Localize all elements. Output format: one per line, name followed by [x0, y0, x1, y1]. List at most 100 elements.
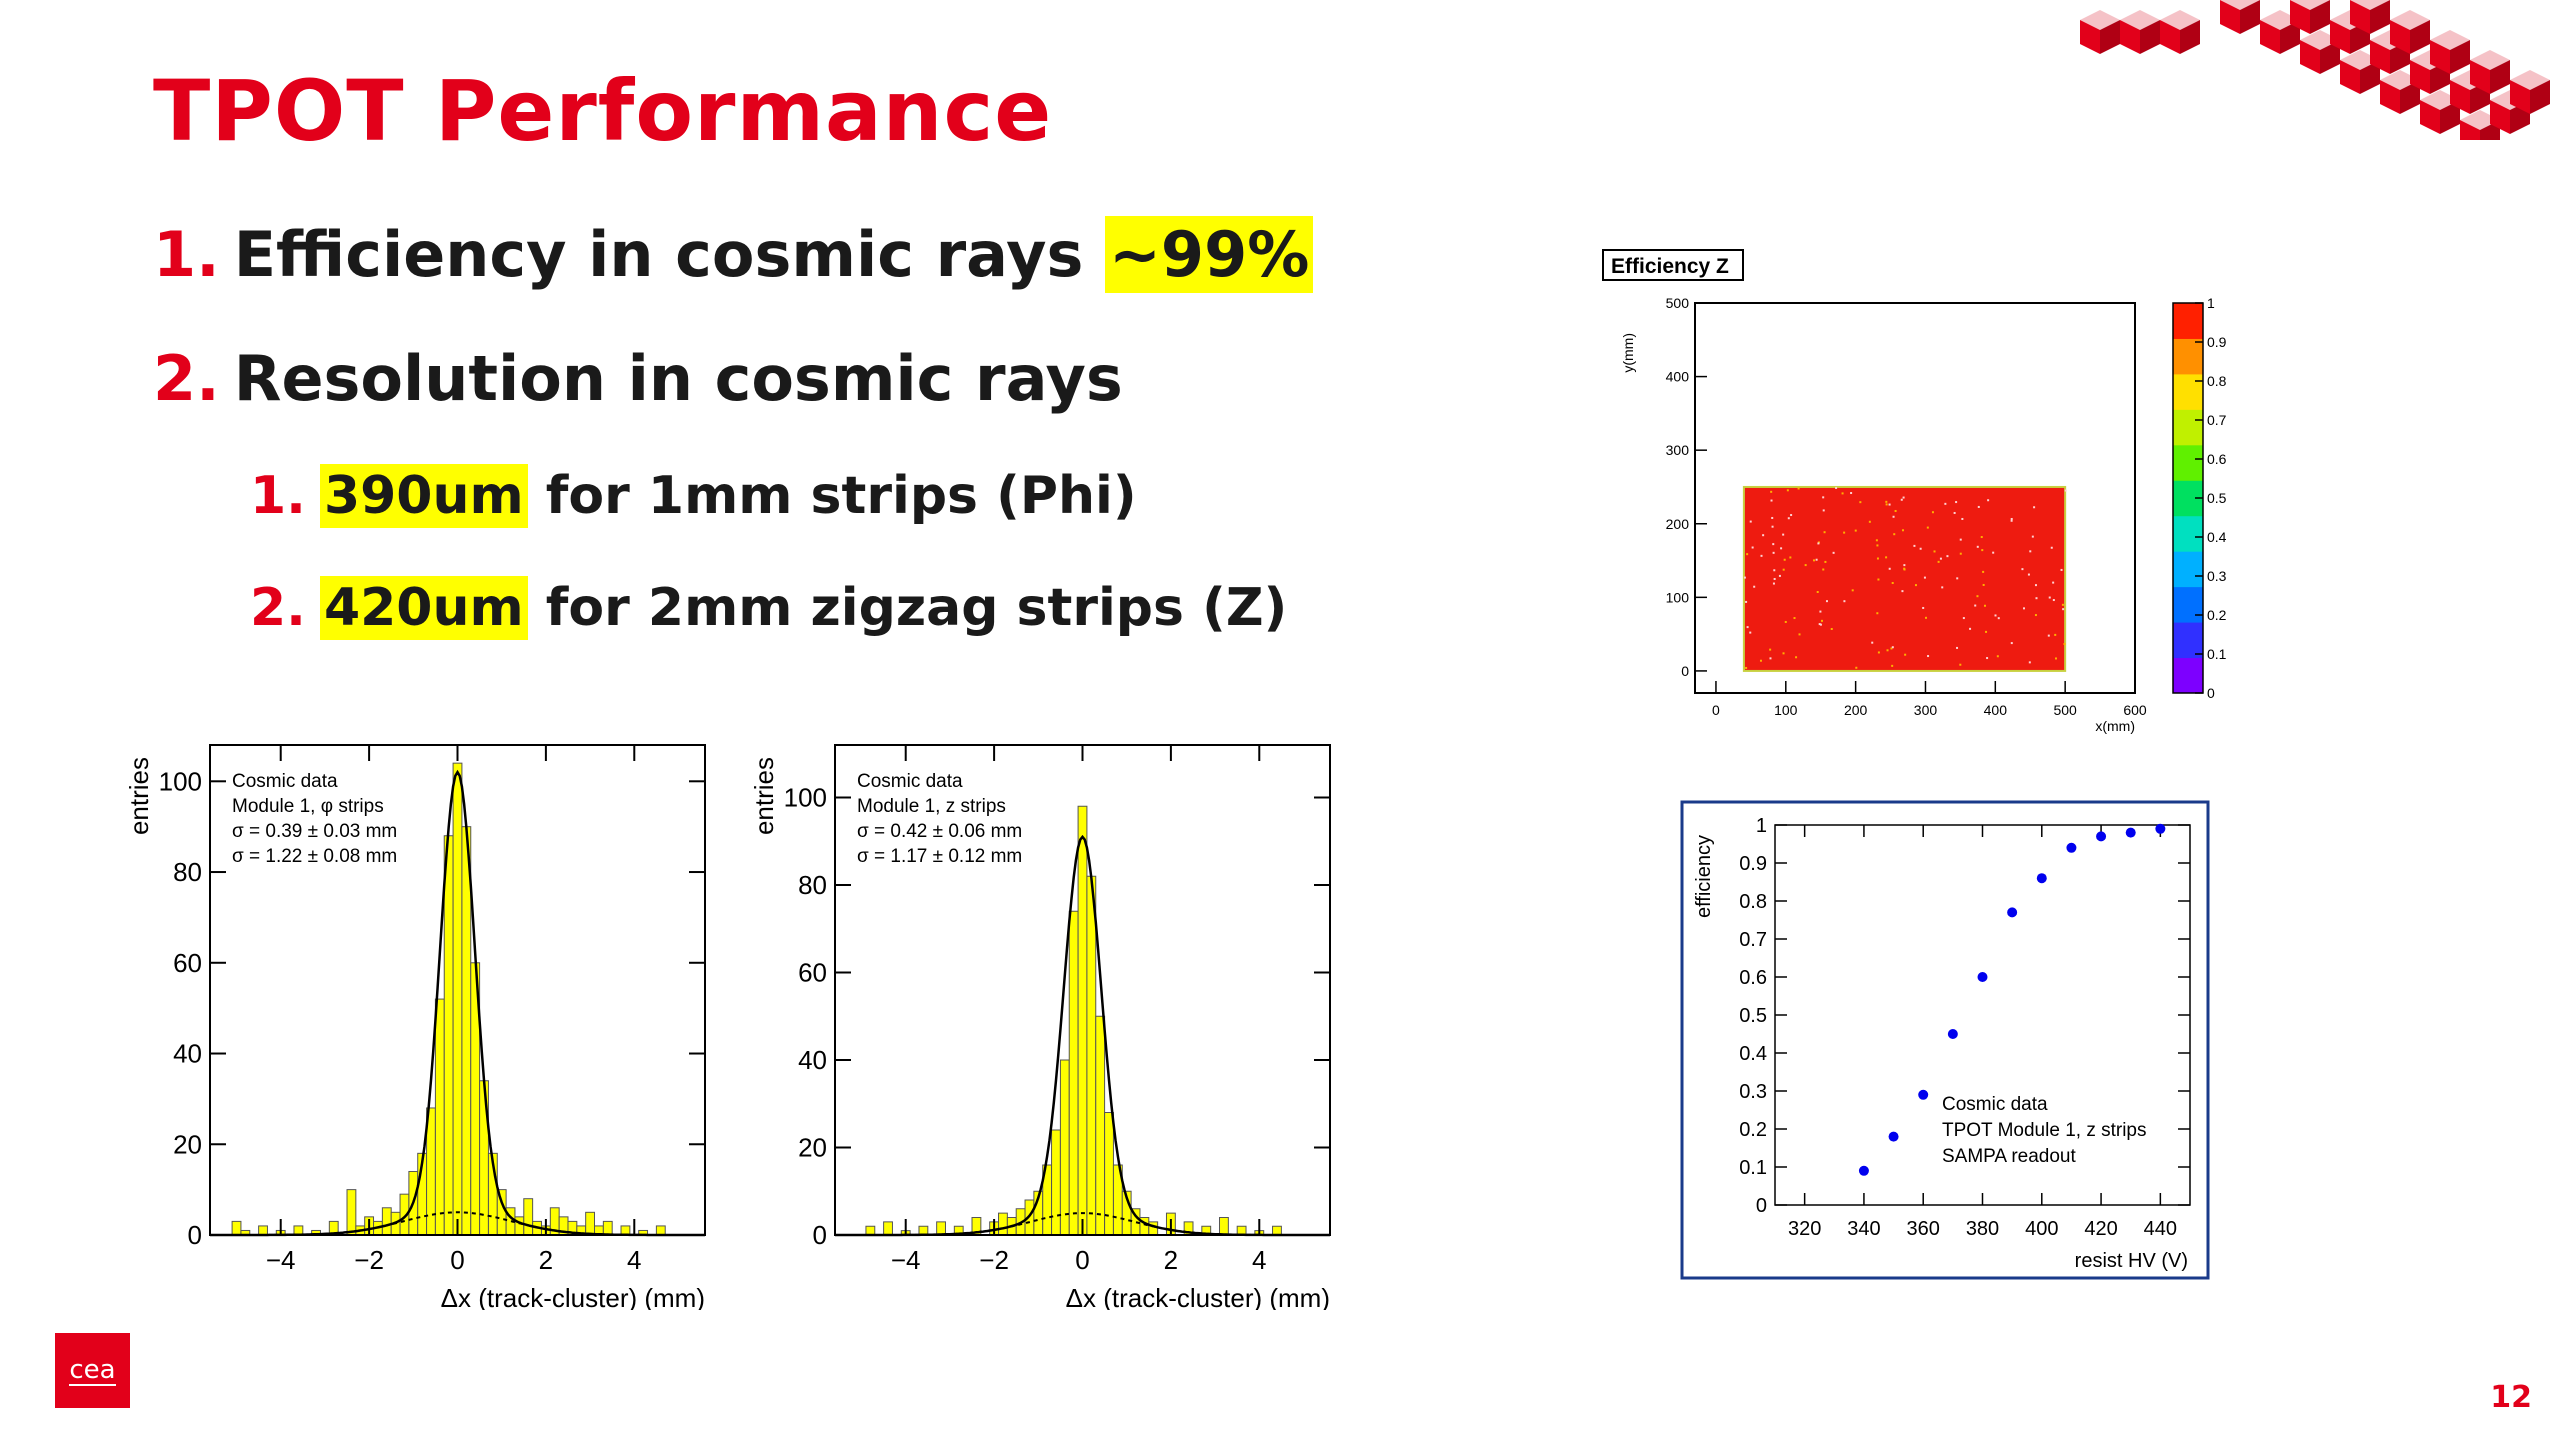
legend-text: TPOT Module 1, z strips: [1942, 1120, 2147, 1141]
speckle: [1891, 664, 1894, 667]
y-tick-label: 0: [188, 1220, 202, 1250]
speckle: [1890, 647, 1893, 650]
speckle: [1953, 511, 1956, 514]
x-axis-label: Δx (track-cluster) (mm): [1066, 1283, 1330, 1310]
y-tick-label: 100: [1666, 589, 1690, 605]
y-tick-label: 400: [1666, 369, 1690, 385]
speckle: [1996, 655, 1999, 658]
speckle: [1759, 659, 1762, 662]
data-point: [1858, 1165, 1869, 1176]
data-point: [1977, 972, 1988, 982]
page-title: TPOT Performance: [153, 62, 1053, 160]
y-tick-label: 0.8: [1739, 891, 1767, 913]
x-tick-label: 4: [1252, 1245, 1266, 1275]
cube-left: [2490, 100, 2510, 134]
speckle: [1982, 570, 1985, 573]
x-tick-label: 400: [2025, 1218, 2058, 1240]
speckle: [1868, 520, 1871, 523]
speckle: [1778, 574, 1781, 577]
speckle: [1985, 630, 1988, 633]
speckle: [1751, 546, 1754, 549]
bullet-text: Efficiency in cosmic rays: [233, 218, 1105, 291]
y-tick-label: 0: [1756, 1195, 1767, 1217]
cube-top: [2290, 0, 2330, 10]
speckle: [1901, 590, 1904, 593]
speckle: [1901, 529, 1904, 532]
cube-right: [2530, 80, 2550, 114]
colorbar-segment: [2173, 657, 2203, 694]
speckle: [2047, 634, 2050, 637]
speckle: [2034, 584, 2037, 587]
y-tick-label: 0.7: [1739, 929, 1767, 951]
x-tick-label: 300: [1914, 702, 1938, 718]
y-tick-label: 500: [1666, 295, 1690, 311]
data-point: [1918, 1089, 1929, 1100]
speckle: [1804, 564, 1807, 567]
speckle: [1977, 505, 1980, 508]
speckle: [1980, 536, 1983, 539]
speckle: [1822, 509, 1825, 512]
highlight-z-value: 420um: [319, 576, 528, 640]
data-point: [2096, 831, 2107, 842]
speckle: [1939, 557, 1942, 560]
speckle: [1787, 517, 1790, 520]
speckle: [1976, 595, 1979, 598]
speckle: [1876, 557, 1879, 560]
speckle: [1817, 542, 1820, 545]
z-resolution-chart: 0 20 40 60 80 100 −4 −2 0 2 4 Δx (track-cluster) (m…: [749, 744, 1331, 1310]
speckle: [1782, 568, 1785, 571]
speckle: [1816, 591, 1819, 594]
speckle: [1984, 604, 1987, 607]
bullet-number: 2.: [153, 342, 220, 415]
speckle: [1823, 531, 1826, 534]
sub-bullet-text: for 2mm zigzag strips (Z): [527, 578, 1288, 638]
speckle: [2064, 489, 2067, 492]
speckle: [1962, 617, 1965, 620]
x-tick-label: 340: [1847, 1218, 1880, 1240]
colorbar-segment: [2173, 586, 2203, 623]
speckle: [2052, 581, 2055, 584]
speckle: [1877, 578, 1880, 581]
y-tick-label: 80: [798, 870, 827, 900]
speckle: [1903, 564, 1906, 567]
speckle: [1855, 666, 1858, 669]
colorbar-tick-label: 0.7: [2207, 412, 2227, 428]
y-tick-label: 0.9: [1739, 853, 1767, 875]
histogram-bar: [1148, 1221, 1159, 1236]
speckle: [1819, 623, 1822, 626]
cube-left: [2450, 80, 2470, 114]
x-tick-label: 100: [1774, 702, 1798, 718]
speckle: [1941, 586, 1944, 589]
speckle: [1821, 619, 1824, 622]
speckle: [1956, 577, 1959, 580]
sub-bullet-number: 2.: [250, 578, 306, 638]
speckle: [1784, 620, 1787, 623]
x-tick-label: 420: [2084, 1218, 2117, 1240]
highlight-efficiency-value: ~99%: [1104, 216, 1314, 293]
speckle: [1981, 549, 1984, 552]
speckle: [1997, 617, 2000, 620]
phi-resolution-chart: 0 20 40 60 80 100 −4 −2 0 2 4 Δx (track-cluster) (m…: [124, 744, 706, 1310]
y-axis-label: entries: [749, 757, 779, 835]
histogram-bar: [461, 826, 472, 1236]
speckle: [2061, 603, 2064, 606]
speckle: [2048, 596, 2051, 599]
y-tick-label: 300: [1666, 442, 1690, 458]
colorbar-segment: [2173, 303, 2203, 339]
speckle: [2021, 568, 2024, 571]
cube-right: [2360, 60, 2380, 94]
speckle: [1822, 568, 1825, 571]
speckle: [2033, 506, 2036, 509]
speckle: [1875, 539, 1878, 542]
cea-logo: cea: [55, 1333, 130, 1408]
speckle: [1982, 583, 1985, 586]
speckle: [1885, 503, 1888, 506]
y-tick-label: 0: [813, 1220, 827, 1250]
speckle: [1771, 525, 1774, 528]
cube-left: [2300, 40, 2320, 74]
speckle: [2034, 614, 2037, 617]
speckle: [1797, 487, 1800, 490]
cube-left: [2390, 20, 2410, 54]
speckle: [1762, 534, 1765, 537]
cube-left: [2330, 20, 2350, 54]
